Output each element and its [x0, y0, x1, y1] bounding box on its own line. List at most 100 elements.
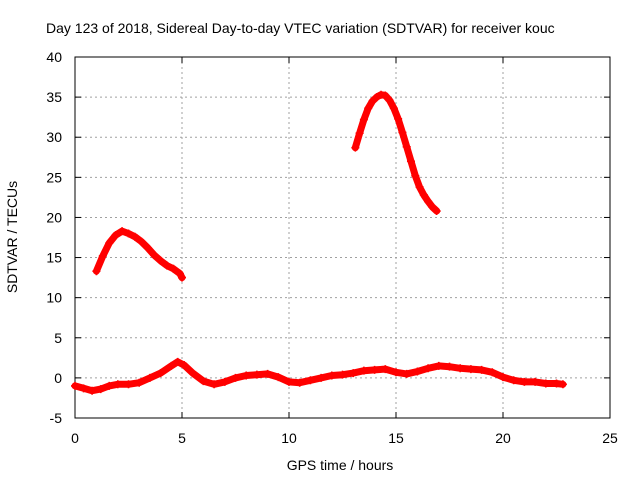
data-point — [359, 366, 368, 375]
data-point — [143, 243, 152, 252]
data-point — [242, 371, 251, 380]
x-tick-label: 5 — [178, 430, 186, 446]
data-point — [432, 207, 441, 216]
data-point — [552, 379, 561, 388]
data-point — [274, 373, 283, 382]
x-tick-label: 20 — [495, 430, 511, 446]
y-tick-label: 10 — [46, 290, 62, 306]
data-point — [520, 377, 529, 386]
y-tick-label: 15 — [46, 250, 62, 266]
y-tick-label: 40 — [46, 49, 62, 65]
data-point — [541, 379, 550, 388]
series — [71, 90, 567, 395]
data-point — [105, 381, 114, 390]
data-point — [150, 251, 159, 260]
data-point — [370, 365, 379, 374]
data-point — [411, 171, 420, 180]
data-point — [71, 381, 79, 390]
grid — [75, 57, 610, 418]
data-point — [327, 371, 336, 380]
data-point — [392, 368, 400, 377]
data-point — [338, 370, 347, 379]
data-point — [381, 365, 390, 374]
data-point — [137, 237, 146, 246]
x-tick-label: 10 — [281, 430, 297, 446]
data-point — [145, 373, 154, 382]
data-point — [466, 365, 475, 374]
data-point — [111, 231, 120, 240]
data-point — [199, 377, 208, 386]
data-point — [359, 115, 368, 124]
data-point — [105, 239, 114, 248]
data-point — [402, 369, 411, 378]
data-point — [368, 97, 377, 106]
data-point — [79, 384, 88, 393]
data-point — [113, 380, 122, 389]
data-point — [351, 143, 360, 152]
data-point — [402, 142, 411, 151]
data-point — [135, 378, 144, 387]
data-point — [169, 264, 178, 273]
data-point — [394, 114, 403, 123]
data-point — [285, 377, 293, 386]
data-point — [180, 361, 189, 370]
data-point — [364, 104, 373, 113]
data-point — [98, 251, 107, 260]
chart-title: Day 123 of 2018, Sidereal Day-to-day VTE… — [46, 20, 555, 36]
data-point — [156, 369, 165, 378]
data-point — [263, 369, 272, 378]
data-point — [413, 367, 422, 376]
data-point — [188, 369, 197, 378]
data-point — [306, 376, 315, 385]
series-line — [92, 227, 186, 282]
y-tick-label: -5 — [50, 410, 63, 426]
data-point — [210, 380, 219, 389]
data-point — [381, 91, 390, 100]
data-point — [231, 373, 240, 382]
data-point — [385, 96, 394, 105]
series-line — [71, 358, 567, 395]
series-arc-2 — [351, 90, 441, 216]
x-tick-label: 0 — [71, 430, 79, 446]
data-point — [295, 378, 304, 387]
series-arc-3 — [71, 357, 567, 395]
series-arc-1 — [92, 227, 186, 282]
data-point — [477, 365, 486, 374]
x-axis-label: GPS time / hours — [287, 457, 394, 473]
data-point — [531, 377, 540, 386]
data-point — [509, 376, 518, 385]
y-tick-label: 25 — [46, 169, 62, 185]
data-point — [124, 229, 133, 238]
plot-frame — [74, 56, 611, 419]
ticks: 0 5 10 15 20 25 -5 0 5 10 15 20 25 30 35 40 — [46, 49, 618, 446]
data-point — [406, 157, 415, 166]
data-point — [173, 357, 182, 366]
data-point — [178, 273, 186, 282]
data-point — [130, 232, 139, 241]
data-point — [163, 261, 172, 270]
data-point — [92, 267, 101, 276]
data-point — [349, 369, 358, 378]
data-point — [317, 373, 326, 382]
data-point — [419, 190, 428, 199]
y-tick-label: 0 — [54, 370, 62, 386]
y-tick-label: 35 — [46, 89, 62, 105]
data-point — [167, 361, 176, 370]
data-point — [175, 269, 184, 278]
data-point — [118, 227, 127, 236]
data-point — [398, 128, 407, 137]
x-tick-label: 15 — [388, 430, 404, 446]
data-point — [424, 197, 433, 206]
data-point — [124, 380, 133, 389]
y-tick-label: 20 — [46, 209, 62, 225]
x-tick-label: 25 — [602, 430, 618, 446]
data-point — [499, 373, 507, 382]
data-point — [415, 182, 424, 191]
data-point — [558, 380, 567, 389]
data-point — [252, 370, 261, 379]
data-point — [488, 368, 497, 377]
data-point — [456, 364, 465, 373]
y-tick-label: 5 — [54, 330, 62, 346]
data-point — [355, 129, 364, 138]
